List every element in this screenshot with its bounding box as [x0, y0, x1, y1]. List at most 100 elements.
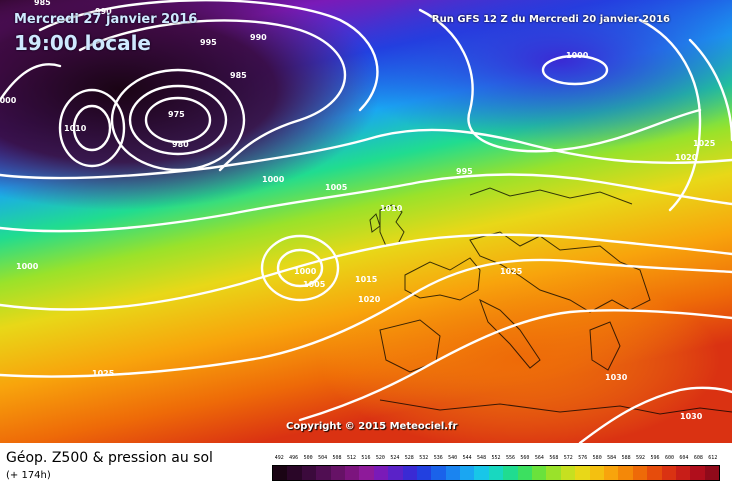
- colorbar-swatch: [460, 466, 475, 480]
- colorbar-swatch: [431, 466, 446, 480]
- colorbar-tick: 576: [578, 455, 588, 461]
- colorbar-tick: 568: [549, 455, 559, 461]
- colorbar-swatch: [575, 466, 590, 480]
- colorbar-tick: 508: [332, 455, 342, 461]
- isobar-label: 985: [230, 71, 247, 80]
- colorbar-tick: 492: [274, 455, 284, 461]
- colorbar-tick: 532: [419, 455, 429, 461]
- colorbar-swatch: [704, 466, 720, 480]
- isobar-label: 1030: [605, 373, 628, 382]
- isobar-label: 995: [456, 167, 473, 176]
- colorbar-tick: 556: [505, 455, 515, 461]
- colorbar-swatch: [287, 466, 302, 480]
- isobar-label: 1010: [380, 204, 403, 213]
- isobar-labels: 985 990 995 990 985 975 980 1000 1010 10…: [0, 0, 716, 421]
- colorbar-swatch: [344, 466, 360, 480]
- colorbar-swatch: [675, 466, 691, 480]
- legend-panel: Géop. Z500 & pression au sol (+ 174h) 49…: [0, 443, 732, 488]
- colorbar-tick: 612: [708, 455, 718, 461]
- isobar-label: 1020: [358, 295, 381, 304]
- colorbar-swatch: [647, 466, 662, 480]
- isobar-label: 1000: [0, 96, 17, 105]
- isobar-label: 1030: [680, 412, 703, 421]
- isobar-label: 980: [172, 140, 189, 149]
- colorbar-swatch: [416, 466, 432, 480]
- colorbar-swatch: [546, 466, 561, 480]
- colorbar-tick: 540: [448, 455, 458, 461]
- colorbar-tick: 528: [404, 455, 414, 461]
- colorbar-tick: 588: [621, 455, 631, 461]
- colorbar-tick: 596: [650, 455, 660, 461]
- colorbar-swatch: [488, 466, 504, 480]
- isobar-label: 1015: [355, 275, 378, 284]
- product-title: Géop. Z500 & pression au sol: [6, 450, 213, 466]
- colorbar-tick: 604: [679, 455, 689, 461]
- isobar-label: 1025: [693, 139, 716, 148]
- colorbar-swatch: [517, 466, 533, 480]
- isobar-label: 1000: [16, 262, 39, 271]
- colorbar-tick: 500: [303, 455, 313, 461]
- colorbar-swatch: [330, 466, 345, 480]
- colorbar-tick: 516: [361, 455, 371, 461]
- isobar-label: 1005: [303, 280, 326, 289]
- isobar-label: 1005: [325, 183, 348, 192]
- colorbar-swatch: [532, 466, 547, 480]
- upper-trough-zone: [340, 0, 732, 150]
- isobar-label: 985: [34, 0, 51, 7]
- colorbar-tick: 544: [462, 455, 472, 461]
- colorbar-tick: 496: [289, 455, 299, 461]
- colorbar-swatch: [503, 466, 518, 480]
- isobar-label: 1000: [294, 267, 317, 276]
- colorbar-swatch: [301, 466, 317, 480]
- colorbar-tick: 520: [375, 455, 385, 461]
- colorbar-tick: 524: [390, 455, 400, 461]
- colorbar-swatch: [603, 466, 619, 480]
- colorbar-tick: 552: [491, 455, 501, 461]
- isobar-label: 1025: [500, 267, 523, 276]
- isobar-label: 1010: [64, 124, 87, 133]
- colorbar-tick-labels: 492 496 500 504 508 512 516 520 524 528 532 536 540 5…: [272, 455, 720, 465]
- colorbar-swatch: [690, 466, 705, 480]
- colorbar-swatch: [560, 466, 576, 480]
- coastlines: [369, 187, 732, 415]
- isobar-label: 975: [168, 110, 185, 119]
- colorbar-swatch: [618, 466, 633, 480]
- model-run-label: Run GFS 12 Z du Mercredi 20 janvier 2016: [431, 14, 670, 25]
- colorbar-tick: 584: [607, 455, 617, 461]
- isobar-label: 1020: [675, 153, 698, 162]
- colorbar-tick: 572: [563, 455, 573, 461]
- colorbar-tick: 548: [477, 455, 487, 461]
- colorbar-swatch: [316, 466, 331, 480]
- colorbar-tick: 504: [318, 455, 328, 461]
- colorbar-tick: 600: [664, 455, 674, 461]
- isobar-label: 1000: [566, 51, 589, 60]
- colorbar-tick: 580: [592, 455, 602, 461]
- forecast-lead-time: (+ 174h): [6, 470, 51, 481]
- colorbar-swatch: [589, 466, 604, 480]
- colorbar-tick: 592: [636, 455, 646, 461]
- colorbar-tick: 608: [693, 455, 703, 461]
- colorbar-tick: 512: [346, 455, 356, 461]
- isobar-label: 990: [95, 7, 112, 16]
- isobar-label: 990: [250, 33, 267, 42]
- colorbar-tick: 564: [534, 455, 544, 461]
- forecast-time: 19:00 locale: [14, 31, 151, 55]
- colorbar-swatch: [445, 466, 461, 480]
- forecast-date: Mercredi 27 janvier 2016: [14, 12, 198, 27]
- isobars: [0, 0, 732, 443]
- colorbar-swatch: [402, 466, 417, 480]
- colorbar-swatch: [388, 466, 403, 480]
- colorbar-swatch: [273, 466, 288, 480]
- colorbar-swatch: [661, 466, 676, 480]
- colorbar-swatch: [632, 466, 648, 480]
- colorbar: [272, 465, 720, 481]
- isobar-label: 1025: [92, 369, 115, 378]
- colorbar-swatch: [474, 466, 489, 480]
- copyright-notice: Copyright © 2015 Meteociel.fr: [286, 421, 458, 432]
- colorbar-swatch: [373, 466, 389, 480]
- weather-map: 985 990 995 990 985 975 980 1000 1010 10…: [0, 0, 732, 443]
- colorbar-tick: 536: [433, 455, 443, 461]
- isobar-label: 1000: [262, 175, 285, 184]
- colorbar-tick: 560: [520, 455, 530, 461]
